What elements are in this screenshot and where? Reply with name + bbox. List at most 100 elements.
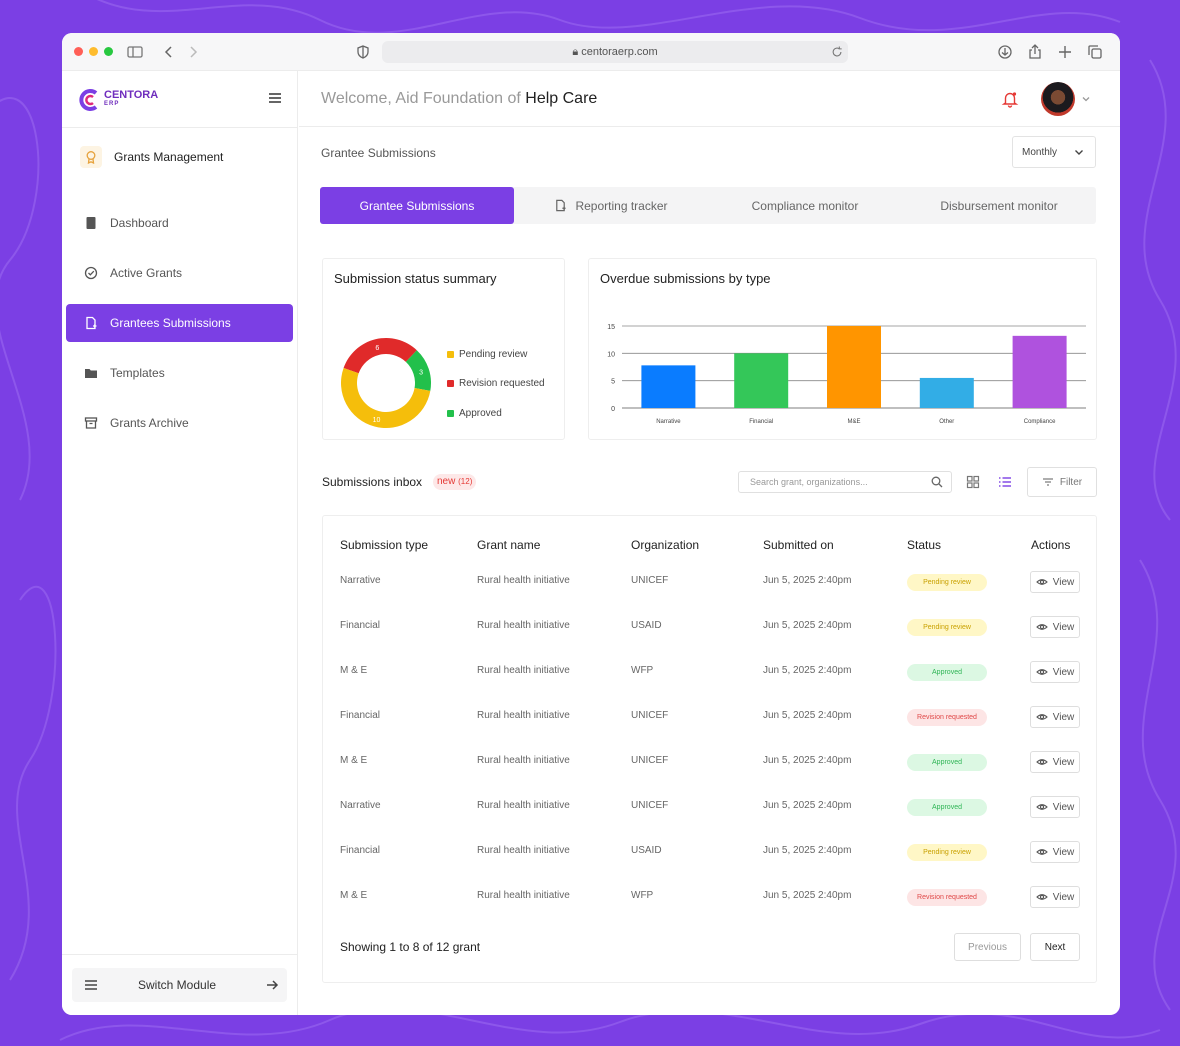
url-text: centoraerp.com	[581, 46, 658, 58]
sidebar-item-templates[interactable]: Templates	[66, 354, 293, 392]
archive-icon	[84, 417, 98, 429]
tab-disbursement-monitor[interactable]: Disbursement monitor	[902, 187, 1096, 224]
sidebar-toggle-icon[interactable]	[126, 43, 144, 61]
book-icon	[86, 217, 96, 229]
eye-icon	[1035, 894, 1048, 900]
x-tick-label: Other	[939, 419, 954, 425]
tab-label: Disbursement monitor	[940, 198, 1058, 213]
shield-icon[interactable]	[354, 43, 372, 61]
sidebar-item-grantees-submissions[interactable]: Grantees Submissions	[66, 304, 293, 342]
eye-icon	[1035, 624, 1048, 630]
column-header[interactable]: Actions	[1031, 538, 1071, 552]
minimize-window-dot[interactable]	[89, 47, 98, 56]
grid-view-icon[interactable]	[966, 475, 980, 489]
column-header[interactable]: Submission type	[340, 538, 429, 552]
table-cell-grant: Rural health initiative	[477, 755, 570, 766]
search-icon[interactable]	[931, 476, 943, 488]
download-icon[interactable]	[996, 43, 1014, 61]
inbox-title: Submissions inbox	[322, 475, 423, 489]
bar-other	[919, 377, 974, 408]
welcome-heading: Welcome, Aid Foundation of Help Care	[321, 90, 597, 108]
module-header: Grants Management	[80, 145, 223, 169]
brand-logo[interactable]: CENTORA ERP	[76, 87, 158, 113]
table-cell-org: USAID	[631, 845, 662, 856]
sidebar-item-label: Active Grants	[110, 266, 183, 280]
list-view-icon[interactable]	[998, 475, 1012, 489]
view-label: View	[1052, 846, 1075, 858]
address-bar[interactable]: 🔒︎ centoraerp.com	[382, 41, 848, 63]
next-page-button[interactable]: Next	[1030, 933, 1080, 961]
previous-page-button[interactable]: Previous	[954, 933, 1021, 961]
divider	[62, 954, 298, 955]
bar-compliance	[1012, 335, 1067, 408]
legend-item-pending: Pending review	[447, 349, 527, 360]
sidebar-item-active-grants[interactable]: Active Grants	[66, 254, 293, 292]
column-header[interactable]: Status	[907, 538, 942, 552]
status-donut-chart: 6 3 10	[341, 338, 431, 429]
lock-icon: 🔒︎	[572, 46, 579, 58]
notification-bell-icon[interactable]	[1001, 90, 1019, 108]
tab-compliance-monitor[interactable]: Compliance monitor	[708, 187, 902, 224]
period-select[interactable]: Monthly	[1012, 136, 1096, 168]
view-button[interactable]: View	[1030, 841, 1080, 863]
x-tick-label: Narrative	[656, 419, 681, 425]
card-title: Submission status summary	[334, 271, 497, 286]
view-button[interactable]: View	[1030, 661, 1080, 683]
legend-item-approved: Approved	[447, 408, 502, 419]
y-tick-label: 5	[611, 379, 615, 386]
maximize-window-dot[interactable]	[104, 47, 113, 56]
table-cell-org: USAID	[631, 620, 662, 631]
view-button[interactable]: View	[1030, 616, 1080, 638]
view-button[interactable]: View	[1030, 886, 1080, 908]
view-button[interactable]: View	[1030, 571, 1080, 593]
view-label: View	[1052, 801, 1075, 813]
column-header[interactable]: Submitted on	[763, 538, 834, 552]
tab-label: Grantee Submissions	[359, 198, 475, 213]
bar-m-e	[827, 326, 881, 408]
y-tick-label: 10	[607, 351, 615, 358]
sidebar-item-dashboard[interactable]: Dashboard	[66, 204, 293, 242]
submissions-table: Submission type Grant name Organization …	[322, 515, 1097, 983]
filter-button[interactable]: Filter	[1027, 467, 1097, 497]
status-badge: Approved	[907, 799, 987, 816]
pagination-summary: Showing 1 to 8 of 12 grant	[340, 940, 481, 954]
sidebar-item-grants-archive[interactable]: Grants Archive	[66, 404, 293, 442]
period-select-value: Monthly	[1022, 146, 1058, 158]
table-cell-grant: Rural health initiative	[477, 890, 570, 901]
view-label: View	[1052, 711, 1075, 723]
table-cell-grant: Rural health initiative	[477, 620, 570, 631]
donut-value-label: 6	[375, 345, 379, 352]
avatar[interactable]	[1041, 82, 1075, 116]
tab-reporting-tracker[interactable]: Reporting tracker	[514, 187, 708, 224]
table-cell-grant: Rural health initiative	[477, 845, 570, 856]
menu-icon[interactable]	[268, 91, 282, 105]
brand-name: CENTORA	[104, 89, 159, 101]
reload-icon[interactable]	[830, 43, 844, 61]
arrow-right-icon	[267, 980, 279, 990]
filter-label: Filter	[1059, 476, 1083, 488]
column-header[interactable]: Organization	[631, 538, 700, 552]
view-button[interactable]: View	[1030, 751, 1080, 773]
sidebar-item-label: Dashboard	[110, 216, 169, 230]
view-button[interactable]: View	[1030, 706, 1080, 728]
status-badge: Pending review	[907, 844, 987, 861]
brand-sub: ERP	[104, 101, 120, 107]
share-icon[interactable]	[1026, 43, 1044, 61]
tabs-overview-icon[interactable]	[1086, 43, 1104, 61]
new-tab-icon[interactable]	[1056, 43, 1074, 61]
status-badge: Approved	[907, 664, 987, 681]
back-icon[interactable]	[160, 43, 178, 61]
divider	[62, 127, 298, 128]
view-button[interactable]: View	[1030, 796, 1080, 818]
table-cell-date: Jun 5, 2025 2:40pm	[763, 710, 852, 721]
eye-icon	[1035, 759, 1048, 765]
search-input[interactable]: Search grant, organizations...	[738, 471, 952, 493]
table-cell-type: Narrative	[340, 575, 381, 586]
tab-grantee-submissions[interactable]: Grantee Submissions	[320, 187, 514, 224]
column-header[interactable]: Grant name	[477, 538, 541, 552]
close-window-dot[interactable]	[74, 47, 83, 56]
forward-icon[interactable]	[184, 43, 202, 61]
eye-icon	[1035, 669, 1048, 675]
chevron-down-icon[interactable]	[1081, 94, 1091, 104]
switch-module-button[interactable]: Switch Module	[72, 968, 287, 1002]
